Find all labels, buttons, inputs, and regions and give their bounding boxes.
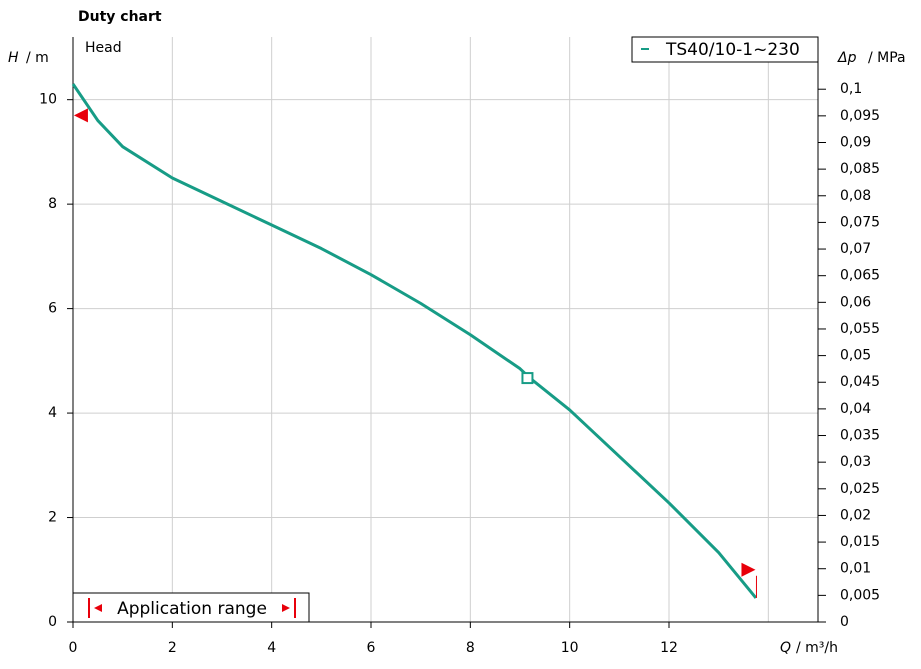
- y2-tick-label: 0: [840, 614, 849, 630]
- y2-tick-label: 0,085: [840, 161, 880, 177]
- x-tick-label: 8: [466, 640, 475, 656]
- y2-tick-label: 0,09: [840, 134, 871, 150]
- y2-tick-label: 0,075: [840, 214, 880, 230]
- x-tick-label: 0: [69, 640, 78, 656]
- y2-tick-label: 0,035: [840, 428, 880, 444]
- y2-tick-label: 0,045: [840, 374, 880, 390]
- y-tick-label: 10: [39, 92, 57, 108]
- y2-tick-label: 0,025: [840, 481, 880, 497]
- x-tick-label: 4: [267, 640, 276, 656]
- y-label-symbol: H: [8, 50, 19, 66]
- curve: [71, 83, 758, 599]
- range-arrow: [94, 604, 102, 612]
- y2-tick-label: 0,04: [840, 401, 871, 417]
- x-tick-label: 2: [168, 640, 177, 656]
- x-label-unit: / m³/h: [796, 640, 838, 656]
- y2-tick-label: 0,005: [840, 587, 880, 603]
- y-tick-label: 8: [48, 196, 57, 212]
- y-tick-label: 4: [48, 405, 57, 421]
- y2-tick-label: 0,08: [840, 188, 871, 204]
- legend-box: [631, 36, 819, 63]
- y2-tick-label: 0,05: [840, 348, 871, 364]
- y-tick-label: 2: [48, 510, 57, 526]
- range-marker: [73, 108, 88, 123]
- x-tick-label: 10: [561, 640, 579, 656]
- y2-tick-label: 0,095: [840, 108, 880, 124]
- y2-tick-label: 0,03: [840, 454, 871, 470]
- y2-tick-label: 0,065: [840, 268, 880, 284]
- operating-point: [521, 372, 534, 385]
- range-marker: [741, 562, 756, 577]
- y2-tick-label: 0,07: [840, 241, 871, 257]
- x-tick-label: 6: [367, 640, 376, 656]
- chart-title: Duty chart: [78, 9, 162, 25]
- y2-tick-label: 0,015: [840, 534, 880, 550]
- y2-label-symbol: Δp: [837, 50, 857, 66]
- legend-label: TS40/10-1~230: [665, 40, 800, 60]
- y2-tick-label: 0,06: [840, 294, 871, 310]
- range-arrow: [282, 604, 290, 612]
- range-box: [72, 592, 310, 623]
- y-label-unit: / m: [26, 50, 49, 66]
- annotation: Head: [85, 40, 122, 56]
- y2-tick-label: 0,01: [840, 561, 871, 577]
- y2-label-unit: / MPa: [868, 50, 906, 66]
- y2-tick-label: 0,055: [840, 321, 880, 337]
- y2-tick-label: 0,02: [840, 507, 871, 523]
- y-tick-label: 6: [48, 301, 57, 317]
- x-tick-label: 12: [660, 640, 678, 656]
- range-label: Application range: [117, 599, 267, 619]
- x-label-symbol: Q: [780, 640, 791, 656]
- y-tick-label: 0: [48, 614, 57, 630]
- y2-tick-label: 0,1: [840, 81, 862, 97]
